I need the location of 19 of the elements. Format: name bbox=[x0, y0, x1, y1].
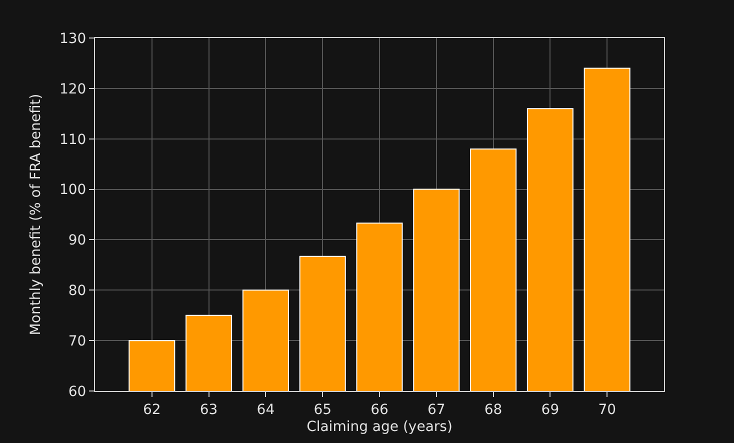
x-tick-label: 65 bbox=[314, 402, 332, 418]
x-tick-label: 67 bbox=[427, 402, 446, 418]
x-tick-label: 64 bbox=[256, 402, 275, 418]
y-tick-label: 110 bbox=[59, 132, 86, 148]
y-tick-label: 120 bbox=[59, 81, 86, 98]
x-tick-label: 63 bbox=[200, 402, 218, 418]
y-tick-label: 80 bbox=[68, 283, 86, 300]
y-tick-label: 60 bbox=[68, 384, 86, 400]
y-tick-label: 100 bbox=[59, 182, 86, 198]
x-axis-title: Claiming age (years) bbox=[306, 419, 452, 436]
y-axis-title: Monthly benefit (% of FRA benefit) bbox=[28, 94, 44, 336]
y-tick-label: 90 bbox=[68, 232, 86, 249]
x-tick-label: 69 bbox=[541, 402, 560, 418]
y-tick-label: 70 bbox=[68, 333, 86, 350]
x-tick-label: 70 bbox=[598, 402, 616, 418]
x-tick-label: 62 bbox=[142, 402, 161, 418]
y-tick-label: 130 bbox=[59, 30, 86, 47]
x-tick-label: 68 bbox=[484, 402, 502, 418]
x-tick-label: 66 bbox=[370, 402, 388, 418]
